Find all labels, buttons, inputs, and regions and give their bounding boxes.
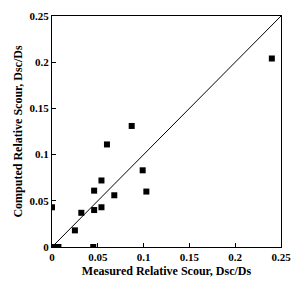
svg-text:Measured Relative Scour, Dsc/D: Measured Relative Scour, Dsc/Ds bbox=[82, 264, 252, 278]
svg-text:0.15: 0.15 bbox=[180, 251, 200, 263]
svg-text:0.25: 0.25 bbox=[271, 251, 291, 263]
svg-text:0.15: 0.15 bbox=[30, 102, 50, 114]
svg-text:0.05: 0.05 bbox=[88, 251, 108, 263]
svg-text:0: 0 bbox=[43, 241, 49, 253]
svg-text:Computed Relative Scour, Dsc/D: Computed Relative Scour, Dsc/Ds bbox=[11, 45, 25, 218]
svg-text:0.2: 0.2 bbox=[35, 56, 49, 68]
svg-text:0.1: 0.1 bbox=[137, 251, 151, 263]
svg-text:0.2: 0.2 bbox=[228, 251, 242, 263]
svg-text:0: 0 bbox=[49, 251, 55, 263]
svg-text:0.25: 0.25 bbox=[30, 10, 50, 22]
svg-text:0.1: 0.1 bbox=[35, 148, 49, 160]
svg-text:0.05: 0.05 bbox=[30, 195, 50, 207]
